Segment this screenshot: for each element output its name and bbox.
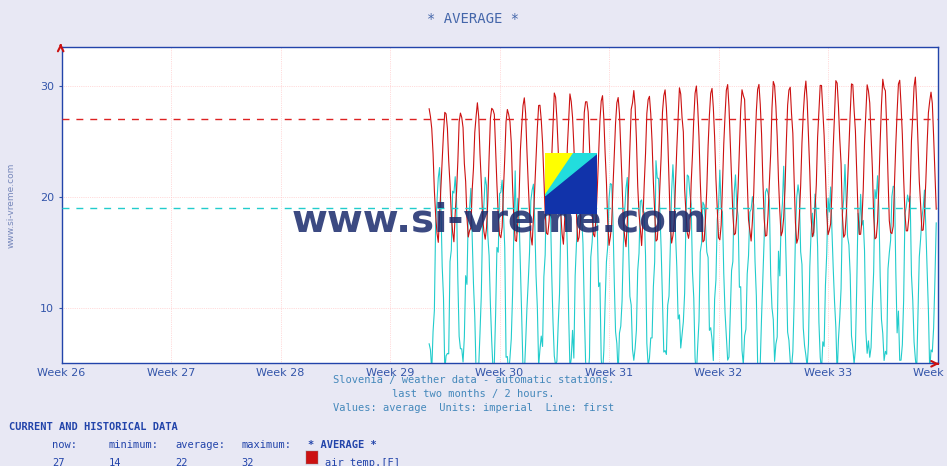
Polygon shape — [545, 153, 597, 196]
Polygon shape — [545, 196, 597, 214]
Text: 14: 14 — [109, 458, 121, 466]
Text: Slovenia / weather data - automatic stations.: Slovenia / weather data - automatic stat… — [333, 375, 614, 385]
Polygon shape — [574, 153, 597, 196]
Polygon shape — [545, 153, 574, 196]
Text: 27: 27 — [52, 458, 64, 466]
Text: average:: average: — [175, 440, 225, 450]
Text: 32: 32 — [241, 458, 254, 466]
Text: www.si-vreme.com: www.si-vreme.com — [7, 162, 16, 248]
Text: last two months / 2 hours.: last two months / 2 hours. — [392, 389, 555, 399]
Text: CURRENT AND HISTORICAL DATA: CURRENT AND HISTORICAL DATA — [9, 422, 178, 432]
Text: www.si-vreme.com: www.si-vreme.com — [292, 202, 707, 240]
Polygon shape — [545, 153, 597, 214]
Text: minimum:: minimum: — [109, 440, 159, 450]
Text: now:: now: — [52, 440, 77, 450]
Text: maximum:: maximum: — [241, 440, 292, 450]
Text: air temp.[F]: air temp.[F] — [325, 458, 400, 466]
Text: * AVERAGE *: * AVERAGE * — [308, 440, 377, 450]
Text: Values: average  Units: imperial  Line: first: Values: average Units: imperial Line: fi… — [333, 403, 614, 413]
Polygon shape — [545, 153, 574, 196]
Text: 22: 22 — [175, 458, 188, 466]
Text: * AVERAGE *: * AVERAGE * — [427, 12, 520, 26]
